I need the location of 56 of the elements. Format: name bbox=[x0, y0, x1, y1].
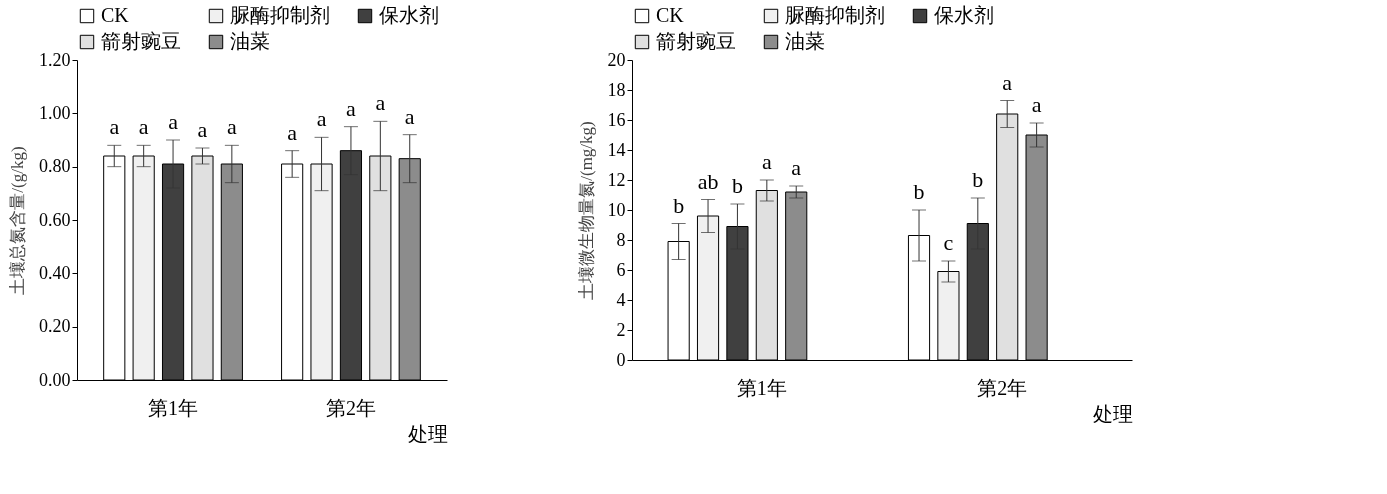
legend-label: 脲酶抑制剂 bbox=[230, 4, 330, 26]
legend-label: CK bbox=[656, 4, 685, 26]
x-axis-title: 处理 bbox=[407, 422, 448, 445]
x-tick-label: 第2年 bbox=[325, 396, 376, 419]
data-label: a bbox=[316, 106, 327, 132]
legend-label: CK bbox=[101, 4, 130, 26]
y-tick-label: 14 bbox=[607, 139, 626, 160]
legend-label: 箭射豌豆 bbox=[101, 30, 181, 52]
data-label: b bbox=[673, 192, 685, 218]
y-tick-label: 0.80 bbox=[39, 156, 71, 177]
y-axis-title: 土壤总氮含量/(g/kg) bbox=[8, 146, 27, 295]
data-label: c bbox=[943, 230, 954, 255]
legend-label: 保水剂 bbox=[379, 4, 439, 26]
legend-label: 脲酶抑制剂 bbox=[785, 4, 885, 26]
data-label: a bbox=[287, 119, 298, 145]
x-tick-label: 第1年 bbox=[736, 376, 787, 399]
data-label: a bbox=[197, 117, 208, 142]
y-tick-label: 6 bbox=[616, 259, 626, 280]
data-label: b bbox=[913, 179, 925, 204]
y-tick-label: 0.40 bbox=[39, 262, 71, 283]
y-tick-label: 1.20 bbox=[39, 49, 71, 70]
y-tick-label: 0 bbox=[616, 349, 626, 370]
x-tick-label: 第2年 bbox=[977, 376, 1028, 399]
data-label: a bbox=[226, 114, 237, 140]
data-label: b bbox=[731, 173, 743, 198]
y-tick-label: 10 bbox=[607, 199, 626, 220]
y-tick-label: 20 bbox=[607, 49, 626, 70]
data-label: b bbox=[972, 167, 984, 192]
y-tick-label: 8 bbox=[616, 229, 626, 250]
y-tick-label: 4 bbox=[616, 289, 626, 310]
y-tick-label: 0.20 bbox=[39, 316, 71, 337]
y-tick-label: 16 bbox=[607, 109, 626, 130]
data-label: a bbox=[168, 109, 179, 134]
data-label: a bbox=[404, 103, 415, 129]
y-tick-label: 1.00 bbox=[39, 102, 71, 123]
y-tick-label: 2 bbox=[616, 319, 626, 340]
x-tick-label: 第1年 bbox=[148, 396, 199, 419]
legend-label: 油菜 bbox=[785, 30, 825, 52]
data-label: a bbox=[346, 95, 357, 121]
legend-label: 保水剂 bbox=[934, 4, 994, 26]
data-label: a bbox=[791, 155, 802, 180]
data-label: a bbox=[1031, 92, 1042, 117]
y-tick-label: 12 bbox=[607, 169, 626, 190]
y-tick-label: 18 bbox=[607, 79, 626, 100]
y-tick-label: 0.00 bbox=[39, 369, 71, 390]
legend-label: 箭射豌豆 bbox=[656, 30, 736, 52]
legend-label: 油菜 bbox=[230, 30, 270, 52]
data-label: a bbox=[109, 114, 120, 140]
data-label: ab bbox=[697, 168, 719, 194]
x-axis-title: 处理 bbox=[1092, 402, 1133, 425]
y-axis-title: 土壤微生物量氮/(mg/kg) bbox=[576, 121, 596, 300]
data-label: a bbox=[375, 90, 386, 116]
data-label: a bbox=[1002, 69, 1013, 95]
data-label: a bbox=[138, 114, 149, 140]
data-label: a bbox=[761, 149, 772, 174]
y-tick-label: 0.60 bbox=[39, 209, 71, 230]
